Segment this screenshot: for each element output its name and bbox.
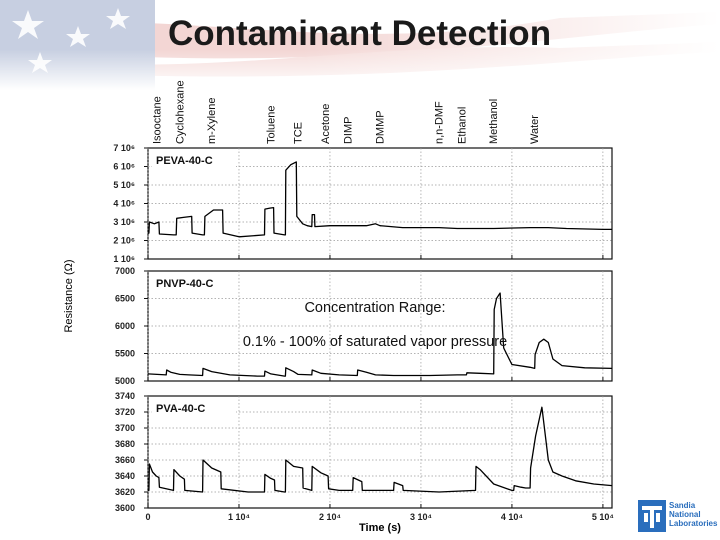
analyte-label: m-Xylene (206, 98, 218, 144)
annotation-text: 0.1% - 100% of saturated vapor pressure (243, 334, 507, 350)
y-tick-label: 3620 (115, 487, 135, 497)
series-line (148, 161, 612, 238)
thunderbird-icon (638, 500, 666, 532)
y-tick-label: 3 10⁶ (113, 217, 135, 227)
analyte-label: Methanol (488, 99, 500, 144)
flag-banner-decoration (0, 0, 720, 90)
panel-label-bg (152, 275, 236, 291)
analyte-label: DIMP (343, 117, 355, 145)
y-tick-label: 1 10⁶ (113, 254, 135, 264)
panel-label-bg (152, 400, 236, 416)
x-tick-label: 5 10⁴ (592, 512, 614, 522)
star-icon (12, 8, 130, 73)
y-tick-label: 5000 (115, 376, 135, 386)
y-tick-label: 3600 (115, 503, 135, 513)
y-tick-label: 3700 (115, 423, 135, 433)
logo-text: Sandia National Laboratories (669, 501, 718, 528)
x-tick-label: 3 10⁴ (410, 512, 432, 522)
y-tick-label: 3640 (115, 471, 135, 481)
y-tick-label: 3660 (115, 455, 135, 465)
panel-label: PNVP-40-C (156, 278, 214, 290)
y-axis-label: Resistance (Ω) (63, 259, 75, 332)
analyte-label: TCE (293, 122, 305, 144)
analyte-label: Water (529, 115, 541, 144)
y-tick-label: 5500 (115, 349, 135, 359)
analyte-label: Isooctane (152, 96, 164, 144)
y-tick-label: 4 10⁶ (113, 199, 135, 209)
annotation-text: Concentration Range: (304, 300, 445, 316)
analyte-label: Ethanol (456, 107, 468, 144)
analyte-label: Toluene (265, 105, 277, 144)
analyte-label: Cyclohexane (174, 80, 186, 144)
series-line (148, 406, 613, 493)
y-tick-label: 7 10⁶ (113, 143, 135, 153)
analyte-label: n,n-DMF (434, 101, 446, 144)
x-tick-label: 0 (145, 512, 150, 522)
sandia-logo: Sandia National Laboratories (638, 500, 718, 536)
y-tick-label: 3680 (115, 439, 135, 449)
x-tick-label: 1 10⁴ (228, 512, 250, 522)
y-tick-label: 2 10⁶ (113, 236, 135, 246)
y-tick-label: 6 10⁶ (113, 162, 135, 172)
y-tick-label: 6000 (115, 321, 135, 331)
series-line (147, 292, 613, 377)
x-tick-label: 2 10⁴ (319, 512, 341, 522)
y-tick-label: 3720 (115, 407, 135, 417)
x-tick-label: 4 10⁴ (501, 512, 523, 522)
panel-label-bg (152, 152, 236, 168)
panel-label: PEVA-40-C (156, 155, 213, 167)
analyte-label: DMMP (374, 110, 386, 144)
analyte-label: Acetone (320, 104, 332, 144)
y-tick-label: 5 10⁶ (113, 180, 135, 190)
x-axis-label: Time (s) (359, 522, 401, 534)
y-tick-label: 3740 (115, 391, 135, 401)
y-tick-label: 7000 (115, 266, 135, 276)
slide-title: Contaminant Detection (168, 14, 552, 53)
y-tick-label: 6500 (115, 294, 135, 304)
panel-label: PVA-40-C (156, 403, 205, 415)
